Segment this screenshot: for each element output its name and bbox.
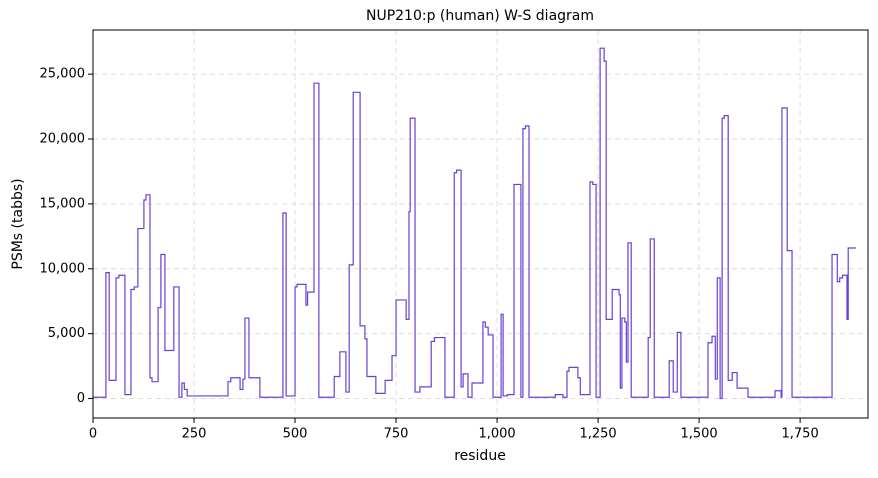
- x-tick-label: 500: [283, 427, 308, 442]
- y-tick-label: 10,000: [40, 261, 86, 276]
- x-tick-label: 1,000: [478, 427, 515, 442]
- x-tick-label: 0: [89, 427, 97, 442]
- x-tick-label: 1,250: [579, 427, 616, 442]
- x-axis-label: residue: [454, 448, 506, 464]
- y-axis-label: PSMs (tabbs): [10, 178, 26, 269]
- plot-frame: [92, 29, 869, 419]
- y-tick-label: 5,000: [48, 326, 85, 341]
- y-tick-label: 20,000: [40, 132, 86, 147]
- chart-title: NUP210:p (human) W-S diagram: [366, 8, 594, 24]
- y-tick-label: 15,000: [40, 196, 86, 211]
- y-tick-label: 0: [77, 391, 85, 406]
- x-tick-label: 250: [182, 427, 207, 442]
- x-tick-label: 1,750: [782, 427, 819, 442]
- y-tick-label: 25,000: [40, 67, 86, 82]
- x-tick-label: 1,500: [680, 427, 717, 442]
- data-line: [93, 47, 856, 400]
- x-tick-label: 750: [384, 427, 409, 442]
